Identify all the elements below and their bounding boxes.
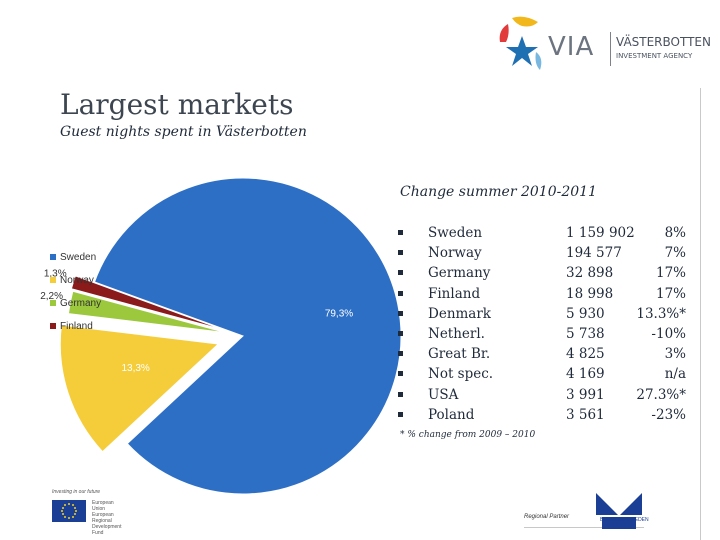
country-name: Sweden xyxy=(428,225,483,241)
pie-slice-sweden xyxy=(93,177,402,495)
bullet-icon xyxy=(398,230,403,235)
logo-wordmark: VIA xyxy=(548,32,595,62)
bullet-icon xyxy=(398,391,403,397)
bullet-icon xyxy=(398,351,403,357)
guest-nights: 18 998 xyxy=(566,285,614,302)
logo-name: VÄSTERBOTTEN xyxy=(616,35,711,49)
business-sweden-logo-icon xyxy=(596,493,642,529)
table-row: Poland 3 561 -23% xyxy=(398,407,688,427)
country-name: Not spec. xyxy=(428,366,494,383)
pie-label-germany: 2,2% xyxy=(40,291,63,302)
guest-nights: 5 738 xyxy=(566,325,605,342)
pie-label-sweden: 79,3% xyxy=(325,309,353,320)
table-row: Denmark 5 930 13.3%* xyxy=(398,306,688,326)
table-row: Norway 194 577 7% xyxy=(398,245,688,265)
markets-table: Sweden 1 159 902 8% Norway 194 577 7% Germany 3… xyxy=(398,225,688,427)
guest-nights: 3 991 xyxy=(566,386,605,403)
change-percent: -23% xyxy=(651,406,686,423)
logo-subtitle: INVESTMENT AGENCY xyxy=(616,52,693,60)
bullet-icon xyxy=(398,371,403,377)
guest-nights: 194 577 xyxy=(566,245,622,262)
legend-label: Norway xyxy=(60,275,94,286)
country-name: Denmark xyxy=(428,305,491,322)
bullet-icon xyxy=(398,270,403,276)
legend-label: Finland xyxy=(60,321,93,332)
table-row: Germany 32 898 17% xyxy=(398,265,688,285)
eu-text: European Union European Regional Develop… xyxy=(92,500,122,536)
slide-subtitle: Guest nights spent in Västerbotten xyxy=(60,124,307,140)
country-name: Great Br. xyxy=(428,346,491,363)
change-percent: 17% xyxy=(655,285,686,302)
slide-title: Largest markets xyxy=(60,88,294,121)
legend-swatch xyxy=(50,300,56,306)
change-percent: 8% xyxy=(664,225,686,241)
business-sweden-name: BUSINESS SWEDEN xyxy=(600,517,649,523)
star-logo-icon xyxy=(499,16,542,70)
logo-separator xyxy=(610,32,611,66)
pie-slice-germany xyxy=(67,290,226,334)
pie-label-finland: 1,3% xyxy=(44,269,67,280)
legend-swatch xyxy=(50,323,56,329)
change-percent: 27.3%* xyxy=(636,386,686,403)
guest-nights: 32 898 xyxy=(566,265,614,282)
change-percent: 7% xyxy=(664,245,686,262)
table-row: USA 3 991 27.3%* xyxy=(398,387,688,407)
table-row: Not spec. 4 169 n/a xyxy=(398,366,688,386)
table-title: Change summer 2010-2011 xyxy=(400,184,597,200)
eu-tagline: Investing in our future xyxy=(52,489,101,495)
legend-swatch xyxy=(50,277,56,283)
guest-nights: 3 561 xyxy=(566,406,605,423)
change-percent: -10% xyxy=(651,325,686,342)
bullet-icon xyxy=(398,330,403,336)
table-footnote: * % change from 2009 – 2010 xyxy=(400,430,536,440)
via-logo: VIA VÄSTERBOTTEN INVESTMENT AGENCY xyxy=(492,12,711,78)
right-edge-divider xyxy=(700,88,701,540)
country-name: Norway xyxy=(428,245,482,262)
bullet-icon xyxy=(398,250,403,256)
legend-swatch xyxy=(50,254,56,260)
change-percent: 17% xyxy=(655,265,686,282)
table-row: Sweden 1 159 902 8% xyxy=(398,225,688,245)
guest-nights: 4 825 xyxy=(566,346,605,363)
bullet-icon xyxy=(398,310,403,316)
table-row: Netherl. 5 738 -10% xyxy=(398,326,688,346)
change-percent: 13.3%* xyxy=(636,305,686,322)
country-name: Germany xyxy=(428,265,491,282)
country-name: Netherl. xyxy=(428,325,485,342)
country-name: Finland xyxy=(428,285,481,302)
table-row: Finland 18 998 17% xyxy=(398,286,688,306)
country-name: USA xyxy=(428,386,459,403)
change-percent: 3% xyxy=(664,346,686,363)
partner-divider xyxy=(524,527,644,528)
eu-flag-icon xyxy=(52,500,86,522)
guest-nights: 5 930 xyxy=(566,305,605,322)
regional-partner-label: Regional Partner xyxy=(524,514,570,520)
bullet-icon xyxy=(398,411,403,417)
legend-label: Sweden xyxy=(60,252,97,263)
pie-slice-norway xyxy=(59,324,220,453)
guest-nights: 4 169 xyxy=(566,366,605,383)
guest-nights: 1 159 902 xyxy=(566,225,635,241)
change-percent: n/a xyxy=(664,366,686,383)
table-row: Great Br. 4 825 3% xyxy=(398,346,688,366)
bullet-icon xyxy=(398,290,403,296)
pie-label-norway: 13,3% xyxy=(121,363,149,374)
country-name: Poland xyxy=(428,406,475,423)
pie-slice-finland xyxy=(70,275,225,331)
legend-label: Germany xyxy=(60,298,102,309)
